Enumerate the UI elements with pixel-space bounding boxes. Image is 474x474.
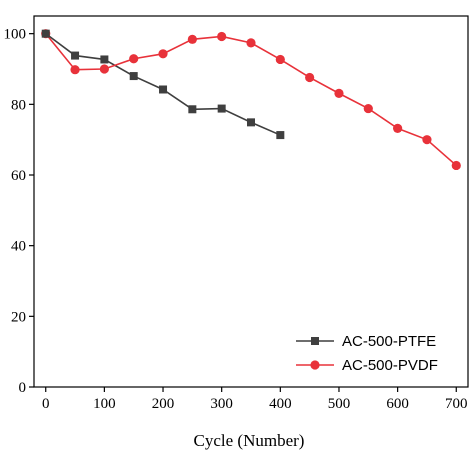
x-tick-label: 100 bbox=[93, 396, 116, 412]
data-point-2 bbox=[129, 54, 139, 64]
data-point-2 bbox=[363, 103, 373, 114]
data-point-2 bbox=[70, 65, 80, 75]
x-tick-label: 300 bbox=[210, 396, 233, 412]
data-point-2 bbox=[334, 88, 344, 98]
data-point-1 bbox=[71, 51, 80, 60]
y-tick-label: 60 bbox=[11, 168, 26, 184]
data-point-2 bbox=[451, 160, 461, 171]
data-point-2 bbox=[305, 72, 315, 83]
data-point-1 bbox=[188, 105, 197, 114]
data-point-1 bbox=[159, 85, 168, 94]
legend: AC-500-PTFE AC-500-PVDF bbox=[296, 333, 438, 374]
x-tick-label: 200 bbox=[152, 396, 175, 412]
plot-area bbox=[33, 15, 469, 388]
data-point-2 bbox=[246, 38, 256, 48]
x-axis-title: Cycle (Number) bbox=[194, 431, 305, 450]
plot-frame bbox=[33, 15, 469, 388]
x-tick-label: 700 bbox=[445, 396, 468, 412]
y-tick-label: 80 bbox=[11, 97, 26, 113]
data-point-2 bbox=[275, 54, 285, 65]
data-point-1 bbox=[276, 131, 285, 140]
data-point-1 bbox=[129, 72, 138, 81]
legend-marker-1 bbox=[311, 337, 319, 345]
data-point-2 bbox=[158, 49, 168, 59]
legend-marker-2 bbox=[310, 360, 320, 370]
data-point-1 bbox=[217, 104, 226, 113]
series-layer bbox=[41, 29, 461, 171]
data-point-2 bbox=[422, 135, 432, 145]
data-point-1 bbox=[100, 55, 109, 64]
series-line-2 bbox=[45, 33, 457, 167]
data-point-2 bbox=[99, 64, 109, 74]
y-tick-label: 20 bbox=[11, 309, 26, 325]
y-tick-label: 40 bbox=[11, 239, 26, 255]
data-point-2 bbox=[187, 34, 197, 44]
x-tick-label: 500 bbox=[328, 396, 351, 412]
legend-label-1: AC-500-PTFE bbox=[342, 333, 436, 350]
x-tick-label: 400 bbox=[269, 396, 292, 412]
data-point-2 bbox=[393, 123, 403, 133]
x-tick-label: 0 bbox=[42, 396, 50, 412]
x-axis-ticks: 0 100 200 300 400 500 600 700 bbox=[42, 387, 468, 412]
x-tick-label: 600 bbox=[386, 396, 409, 412]
y-tick-label: 0 bbox=[19, 380, 27, 396]
series-line-1 bbox=[45, 33, 281, 136]
legend-label-2: AC-500-PVDF bbox=[342, 357, 438, 374]
data-point-1 bbox=[41, 29, 50, 38]
data-point-2 bbox=[217, 31, 227, 42]
data-point-1 bbox=[247, 118, 255, 127]
y-axis-ticks: 0 20 40 60 80 100 bbox=[4, 27, 34, 396]
y-tick-label: 100 bbox=[4, 27, 27, 43]
